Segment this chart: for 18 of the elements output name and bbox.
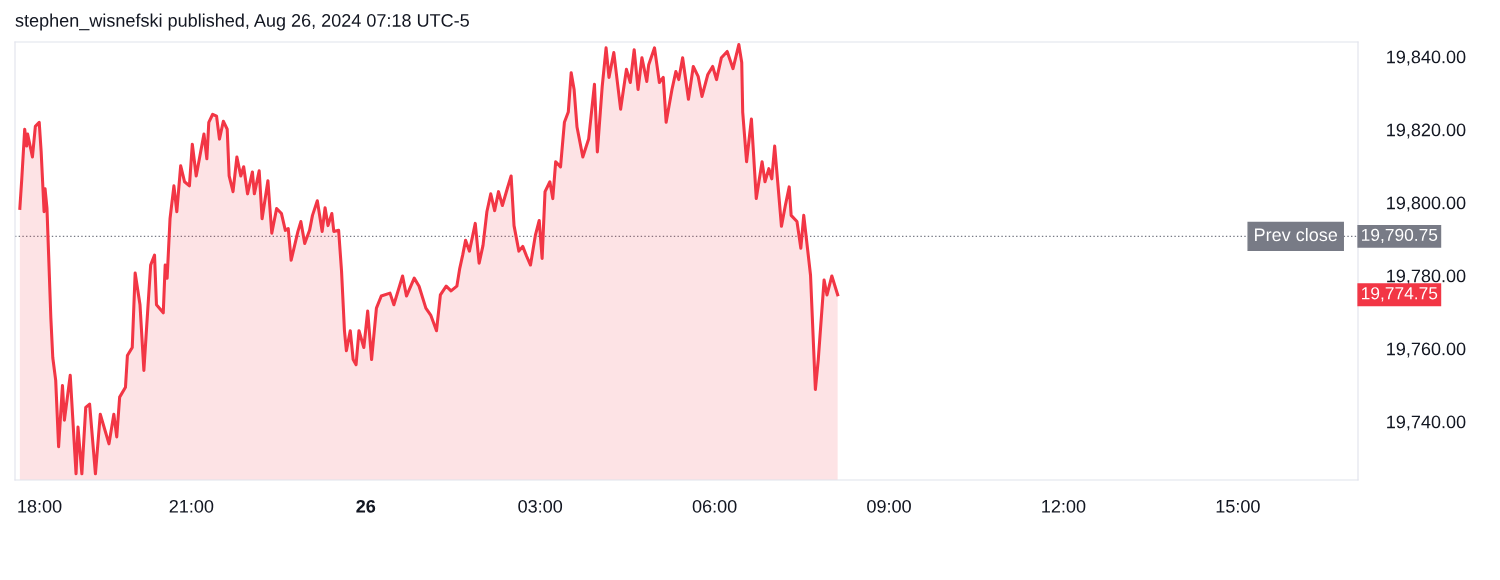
y-tick-label: 19,760.00 xyxy=(1387,342,1466,358)
chart-title: stephen_wisnefski published, Aug 26, 2024 07:18 UTC-5 xyxy=(15,13,469,31)
y-tick-label: 19,740.00 xyxy=(1387,415,1466,431)
y-tick-label: 19,820.00 xyxy=(1387,123,1466,139)
y-tick-label: 19,840.00 xyxy=(1387,50,1466,66)
text: 19,774.75 xyxy=(1362,287,1438,302)
x-tick-label: 12:00 xyxy=(1042,499,1086,513)
x-tick-label: 15:00 xyxy=(1216,499,1260,513)
x-tick-label: 26 xyxy=(356,499,376,513)
x-tick-label: 03:00 xyxy=(518,499,563,513)
x-tick-label: 18:00 xyxy=(18,499,62,513)
x-tick-label: 21:00 xyxy=(169,499,214,513)
ref-line-label: Prev close xyxy=(1255,227,1338,242)
x-tick-label: 06:00 xyxy=(692,499,737,513)
text: 19,790.75 xyxy=(1362,228,1438,244)
y-tick-label: 19,800.00 xyxy=(1387,196,1466,212)
x-tick-label: 09:00 xyxy=(867,499,911,513)
y-tick-label: 19,780.00 xyxy=(1387,269,1466,285)
